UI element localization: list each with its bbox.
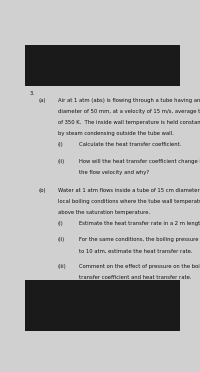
Text: Comment on the effect of pressure on the boiling heat: Comment on the effect of pressure on the… bbox=[79, 264, 200, 269]
Text: Air at 1 atm (abs) is flowing through a tube having an inside: Air at 1 atm (abs) is flowing through a … bbox=[58, 99, 200, 103]
Text: (ii): (ii) bbox=[58, 158, 65, 164]
Text: (i): (i) bbox=[58, 142, 63, 147]
Bar bbox=[25, 45, 180, 86]
Text: For the same conditions, the boiling pressure is increased: For the same conditions, the boiling pre… bbox=[79, 237, 200, 243]
Text: above the saturation temperature.: above the saturation temperature. bbox=[58, 210, 150, 215]
Text: by steam condensing outside the tube wall.: by steam condensing outside the tube wal… bbox=[58, 131, 173, 136]
Text: (b): (b) bbox=[39, 188, 47, 193]
Text: Calculate the heat transfer coefficient.: Calculate the heat transfer coefficient. bbox=[79, 142, 182, 147]
Text: diameter of 50 mm, at a velocity of 15 m/s, average temperature: diameter of 50 mm, at a velocity of 15 m… bbox=[58, 109, 200, 114]
Text: How will the heat transfer coefficient change if increasing: How will the heat transfer coefficient c… bbox=[79, 158, 200, 164]
Text: (iii): (iii) bbox=[58, 264, 66, 269]
Text: (i): (i) bbox=[58, 221, 63, 226]
Text: transfer coefficient and heat transfer rate.: transfer coefficient and heat transfer r… bbox=[79, 275, 192, 280]
Text: Estimate the heat transfer rate in a 2 m length of tube.: Estimate the heat transfer rate in a 2 m… bbox=[79, 221, 200, 226]
Text: local boiling conditions where the tube wall temperature is 18°C: local boiling conditions where the tube … bbox=[58, 199, 200, 204]
Text: (ii): (ii) bbox=[58, 237, 65, 243]
Text: 3.: 3. bbox=[30, 92, 35, 96]
Text: the flow velocity and why?: the flow velocity and why? bbox=[79, 170, 149, 174]
Text: Water at 1 atm flows inside a tube of 15 cm diameter under: Water at 1 atm flows inside a tube of 15… bbox=[58, 188, 200, 193]
Text: (a): (a) bbox=[39, 99, 46, 103]
Text: of 350 K.  The inside wall temperature is held constant at 400 K: of 350 K. The inside wall temperature is… bbox=[58, 120, 200, 125]
Text: to 10 atm, estimate the heat transfer rate.: to 10 atm, estimate the heat transfer ra… bbox=[79, 248, 193, 253]
Bar bbox=[25, 279, 180, 331]
